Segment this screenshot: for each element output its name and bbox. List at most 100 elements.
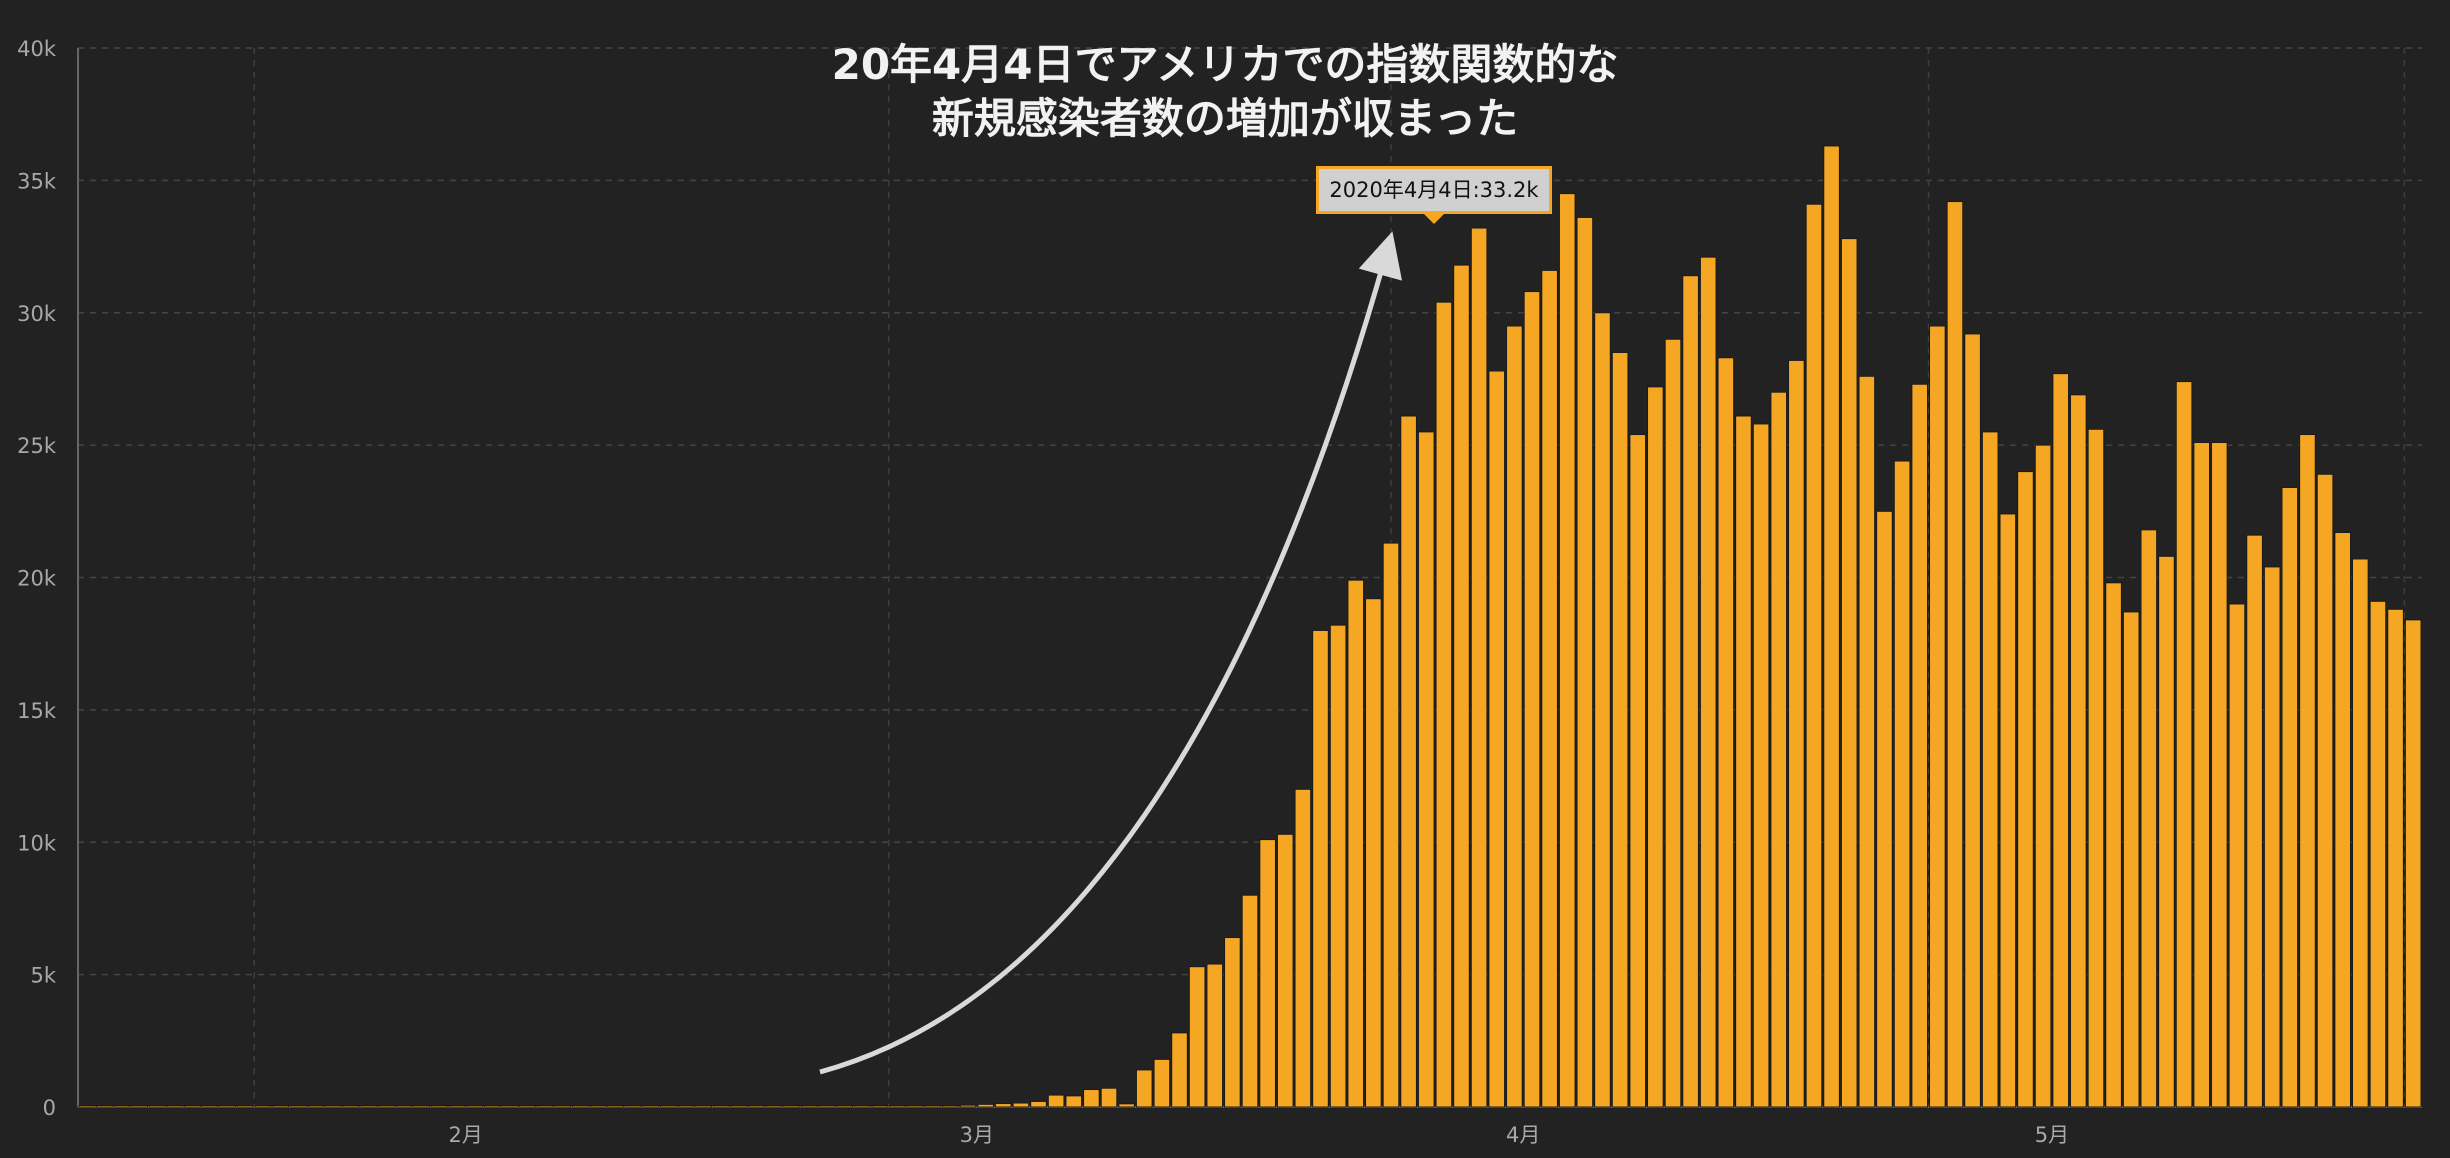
bar[interactable] bbox=[1365, 598, 1382, 1108]
bar[interactable] bbox=[1576, 216, 1594, 1108]
bar[interactable] bbox=[2105, 582, 2122, 1108]
bar[interactable] bbox=[2070, 394, 2087, 1108]
bar[interactable] bbox=[1294, 788, 1312, 1108]
bar[interactable] bbox=[1506, 325, 1523, 1108]
bar[interactable] bbox=[1699, 256, 1717, 1108]
bar[interactable] bbox=[1453, 264, 1470, 1108]
bar[interactable] bbox=[1312, 629, 1329, 1108]
bar[interactable] bbox=[1171, 1032, 1188, 1108]
bar[interactable] bbox=[1347, 579, 1365, 1108]
bar[interactable] bbox=[2387, 608, 2404, 1108]
bar[interactable] bbox=[2140, 529, 2158, 1108]
bar[interactable] bbox=[677, 1105, 695, 1108]
bar[interactable] bbox=[254, 1105, 272, 1108]
bar[interactable] bbox=[1206, 963, 1224, 1108]
bar[interactable] bbox=[483, 1105, 501, 1108]
bar[interactable] bbox=[1664, 338, 1682, 1108]
bar[interactable] bbox=[1224, 937, 1241, 1108]
bar[interactable] bbox=[1594, 312, 1611, 1108]
bar[interactable] bbox=[836, 1105, 853, 1108]
bar[interactable] bbox=[1329, 624, 1347, 1108]
bar[interactable] bbox=[959, 1104, 977, 1108]
bar[interactable] bbox=[554, 1105, 571, 1108]
bar[interactable] bbox=[1893, 460, 1911, 1108]
bar[interactable] bbox=[1523, 291, 1541, 1108]
bar[interactable] bbox=[1558, 193, 1576, 1108]
bar[interactable] bbox=[1752, 423, 1770, 1108]
bar[interactable] bbox=[571, 1105, 589, 1108]
bar[interactable] bbox=[536, 1105, 554, 1108]
bar[interactable] bbox=[1788, 359, 1805, 1108]
bar[interactable] bbox=[2246, 534, 2263, 1108]
bar[interactable] bbox=[1259, 839, 1276, 1108]
bar[interactable] bbox=[78, 1105, 96, 1108]
bar[interactable] bbox=[360, 1105, 378, 1108]
bar[interactable] bbox=[1611, 351, 1629, 1108]
bar[interactable] bbox=[1135, 1069, 1153, 1108]
bar[interactable] bbox=[589, 1105, 607, 1108]
bar[interactable] bbox=[113, 1105, 131, 1108]
bar[interactable] bbox=[2352, 558, 2369, 1108]
bar[interactable] bbox=[237, 1105, 254, 1108]
bar[interactable] bbox=[1030, 1100, 1047, 1108]
bar[interactable] bbox=[1470, 227, 1488, 1108]
bar[interactable] bbox=[272, 1105, 289, 1108]
bar[interactable] bbox=[166, 1105, 184, 1108]
bar[interactable] bbox=[712, 1105, 730, 1108]
bar[interactable] bbox=[695, 1105, 712, 1108]
bar[interactable] bbox=[1417, 431, 1435, 1108]
bar[interactable] bbox=[466, 1105, 483, 1108]
bar[interactable] bbox=[1153, 1058, 1171, 1108]
bar[interactable] bbox=[2281, 486, 2299, 1108]
bar[interactable] bbox=[977, 1103, 994, 1108]
bar[interactable] bbox=[1488, 370, 1506, 1108]
bar[interactable] bbox=[448, 1105, 466, 1108]
bar[interactable] bbox=[1770, 391, 1788, 1108]
bar[interactable] bbox=[1188, 966, 1206, 1108]
bar[interactable] bbox=[1100, 1087, 1118, 1108]
bar[interactable] bbox=[942, 1105, 959, 1108]
bar[interactable] bbox=[219, 1105, 237, 1108]
bar[interactable] bbox=[1382, 542, 1400, 1108]
bar[interactable] bbox=[1629, 434, 1647, 1108]
bar[interactable] bbox=[96, 1105, 113, 1108]
bar[interactable] bbox=[1876, 510, 1893, 1108]
bar[interactable] bbox=[325, 1105, 342, 1108]
bar[interactable] bbox=[730, 1105, 748, 1108]
bar[interactable] bbox=[1858, 375, 1876, 1108]
bar[interactable] bbox=[1400, 415, 1417, 1108]
bar[interactable] bbox=[2299, 434, 2316, 1108]
bar[interactable] bbox=[1083, 1089, 1100, 1108]
bar[interactable] bbox=[1682, 275, 1699, 1108]
bar[interactable] bbox=[607, 1105, 624, 1108]
bar[interactable] bbox=[801, 1105, 818, 1108]
bar[interactable] bbox=[1012, 1102, 1030, 1108]
bar[interactable] bbox=[2316, 473, 2334, 1108]
bar[interactable] bbox=[1805, 203, 1823, 1108]
bar[interactable] bbox=[395, 1105, 413, 1108]
bar[interactable] bbox=[148, 1105, 166, 1108]
bar[interactable] bbox=[994, 1103, 1012, 1108]
bar[interactable] bbox=[519, 1105, 536, 1108]
bar[interactable] bbox=[624, 1105, 642, 1108]
bar[interactable] bbox=[1118, 1103, 1135, 1108]
bar[interactable] bbox=[2158, 555, 2175, 1108]
bar[interactable] bbox=[1840, 238, 1858, 1108]
bar[interactable] bbox=[2334, 531, 2352, 1108]
bar[interactable] bbox=[1735, 415, 1752, 1108]
bar[interactable] bbox=[765, 1105, 783, 1108]
bar[interactable] bbox=[307, 1105, 325, 1108]
bar[interactable] bbox=[1823, 145, 1840, 1108]
bar[interactable] bbox=[2175, 381, 2193, 1108]
bar[interactable] bbox=[201, 1105, 219, 1108]
bar[interactable] bbox=[413, 1105, 430, 1108]
bar[interactable] bbox=[289, 1105, 307, 1108]
bar[interactable] bbox=[783, 1105, 801, 1108]
bar[interactable] bbox=[378, 1105, 395, 1108]
bar[interactable] bbox=[2193, 441, 2211, 1108]
bar[interactable] bbox=[501, 1105, 519, 1108]
bar[interactable] bbox=[184, 1105, 201, 1108]
bar[interactable] bbox=[1911, 383, 1929, 1108]
bar[interactable] bbox=[2034, 444, 2052, 1108]
bar[interactable] bbox=[853, 1105, 871, 1108]
